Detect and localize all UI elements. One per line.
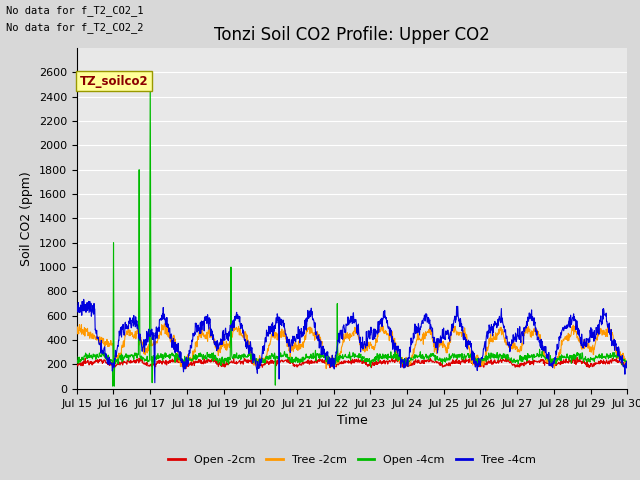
Text: No data for f_T2_CO2_2: No data for f_T2_CO2_2 xyxy=(6,22,144,33)
Legend: Open -2cm, Tree -2cm, Open -4cm, Tree -4cm: Open -2cm, Tree -2cm, Open -4cm, Tree -4… xyxy=(164,451,540,469)
X-axis label: Time: Time xyxy=(337,414,367,427)
Title: Tonzi Soil CO2 Profile: Upper CO2: Tonzi Soil CO2 Profile: Upper CO2 xyxy=(214,25,490,44)
Text: No data for f_T2_CO2_1: No data for f_T2_CO2_1 xyxy=(6,5,144,16)
Text: TZ_soilco2: TZ_soilco2 xyxy=(80,75,148,88)
Y-axis label: Soil CO2 (ppm): Soil CO2 (ppm) xyxy=(20,171,33,266)
